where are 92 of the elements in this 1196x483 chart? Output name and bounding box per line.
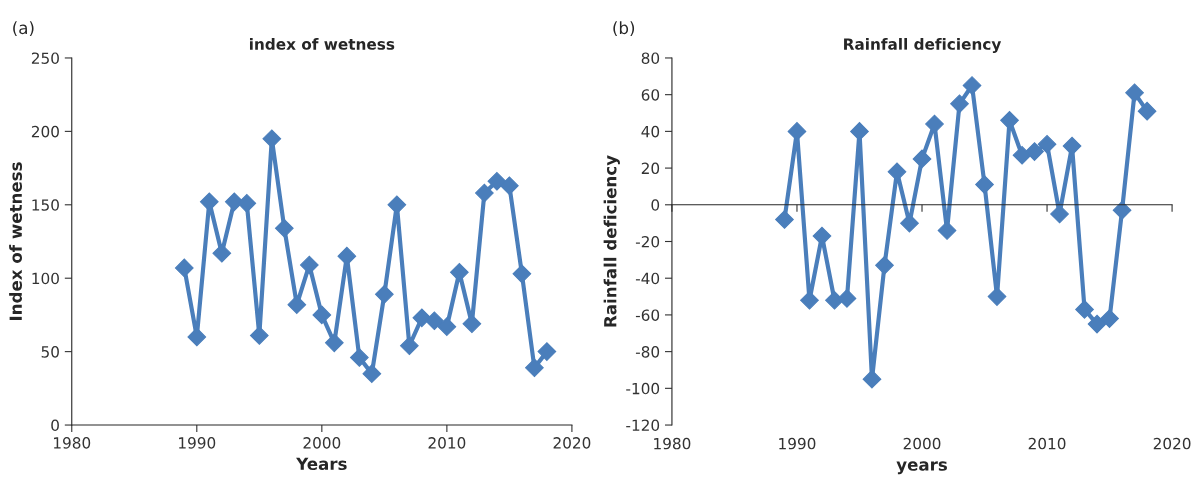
point	[950, 94, 969, 114]
point	[1075, 300, 1094, 319]
point	[425, 311, 444, 331]
x-tick-label: 2000	[903, 437, 941, 450]
point	[1000, 111, 1019, 130]
point	[1112, 200, 1132, 220]
point	[199, 192, 219, 212]
y-tick-label: 100	[32, 272, 59, 285]
point	[462, 314, 482, 334]
y-tick-label: 80	[641, 52, 660, 64]
y-tick-label: 0	[51, 419, 59, 432]
x-tick-label: 1980	[54, 437, 91, 449]
point	[374, 285, 394, 304]
point	[925, 114, 944, 134]
y-tick-label: -60	[635, 309, 660, 321]
point	[800, 290, 819, 310]
x-tick-label: 2010	[1028, 437, 1066, 450]
x-axis-title: years	[896, 461, 947, 475]
point	[825, 290, 844, 310]
y-tick-label: -80	[635, 346, 660, 358]
point	[975, 175, 994, 194]
point	[1012, 145, 1032, 165]
point	[324, 333, 344, 353]
point	[1087, 314, 1107, 334]
point	[850, 122, 869, 141]
point	[487, 171, 507, 191]
y-axis-title: Index of wetness	[9, 162, 23, 320]
point	[349, 348, 369, 367]
y-tick-label: 250	[31, 52, 59, 64]
chart-title: index of wetness	[249, 38, 395, 50]
x-tick-label: 2020	[553, 437, 591, 449]
y-tick-label: 40	[641, 125, 660, 138]
y-tick-label: 0	[651, 199, 660, 211]
y-tick-label: 20	[641, 162, 660, 175]
x-tick-label: 2020	[1153, 437, 1191, 450]
point	[475, 183, 494, 203]
point	[262, 129, 282, 149]
point	[387, 195, 407, 215]
x-tick-label: 1990	[779, 437, 816, 450]
point	[862, 369, 882, 389]
point	[1025, 142, 1044, 161]
x-tick-label: 2000	[303, 437, 341, 449]
point	[937, 221, 957, 240]
point	[450, 262, 469, 282]
chart-title: Rainfall deficiency	[844, 38, 1002, 53]
point	[1100, 309, 1119, 328]
point	[299, 255, 319, 275]
point	[187, 327, 207, 347]
y-axis-title: Rainfall deficiency	[603, 155, 620, 327]
point	[1125, 83, 1144, 103]
point	[912, 149, 932, 169]
point	[500, 176, 519, 196]
y-tick-label: -100	[626, 382, 660, 395]
point	[212, 243, 232, 263]
y-tick-label: -120	[626, 419, 660, 432]
point	[437, 317, 457, 337]
x-axis-title: Years	[296, 457, 347, 471]
x-tick-label: 1980	[654, 437, 691, 450]
point	[362, 364, 382, 384]
point	[512, 264, 532, 284]
y-tick-label: 60	[641, 89, 660, 101]
point	[274, 218, 294, 238]
point	[400, 336, 419, 356]
point	[987, 287, 1007, 306]
point	[174, 258, 194, 278]
point	[287, 295, 307, 314]
y-tick-label: 50	[41, 346, 59, 358]
point	[812, 226, 832, 246]
point	[1037, 134, 1057, 154]
point	[875, 255, 894, 275]
y-tick-label: 200	[31, 125, 59, 138]
x-tick-label: 2010	[428, 437, 466, 449]
point	[1050, 204, 1069, 224]
point	[837, 289, 857, 308]
y-tick-label: -40	[635, 272, 660, 285]
y-tick-label: -20	[635, 235, 660, 248]
point	[775, 210, 794, 229]
text: (a)	[13, 21, 34, 37]
point	[537, 342, 557, 361]
point	[1137, 101, 1157, 121]
point	[962, 76, 982, 95]
point	[787, 122, 807, 141]
point	[337, 246, 357, 266]
text: (b)	[613, 21, 635, 37]
point	[237, 193, 257, 213]
point	[900, 213, 919, 233]
x-tick-label: 1990	[179, 437, 216, 449]
point	[1062, 136, 1082, 156]
y-tick-label: 150	[32, 199, 59, 211]
point	[312, 305, 332, 325]
point	[525, 358, 544, 378]
point	[249, 326, 269, 345]
